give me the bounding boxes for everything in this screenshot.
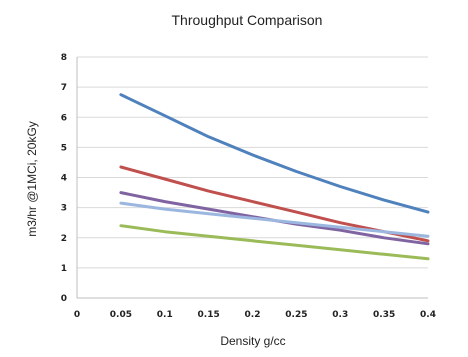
y-tick-label: 6 [61, 113, 67, 123]
y-axis-title: m3/hr @1MCi, 20kGy [25, 121, 39, 237]
axes [76, 57, 428, 299]
y-tick-label: 5 [61, 143, 67, 153]
chart-title: Throughput Comparison [172, 12, 323, 28]
y-tick-label: 1 [61, 264, 67, 274]
series-line-5 [119, 224, 430, 261]
data-series [119, 93, 430, 261]
x-axis-title: Density g/cc [220, 334, 285, 348]
y-tick-label: 7 [61, 83, 67, 93]
y-tick-label: 8 [61, 53, 67, 63]
x-tick-label: 0.4 [420, 310, 436, 320]
y-tick-label: 2 [61, 234, 67, 244]
x-tick-label: 0.35 [373, 310, 395, 320]
series-line-4 [119, 201, 430, 238]
y-tick-label: 0 [61, 294, 67, 304]
y-tick-label: 3 [61, 204, 67, 214]
x-tick-label: 0.15 [198, 310, 220, 320]
series-line-1 [119, 93, 430, 214]
x-tick-label: 0.05 [110, 310, 132, 320]
x-tick-label: 0.1 [157, 310, 173, 320]
series-line-2 [119, 165, 430, 243]
x-tick-label: 0.2 [245, 310, 261, 320]
x-tick-label: 0.3 [332, 310, 348, 320]
x-tick-label: 0 [74, 310, 80, 320]
tick-labels: 0 1 2 3 4 5 6 7 8 0 0.05 0.1 0.15 0.2 0.25 0.3 0.35 0.4 [61, 53, 436, 320]
x-tick-label: 0.25 [285, 310, 307, 320]
y-tick-label: 4 [61, 174, 67, 184]
gridlines [77, 56, 428, 269]
